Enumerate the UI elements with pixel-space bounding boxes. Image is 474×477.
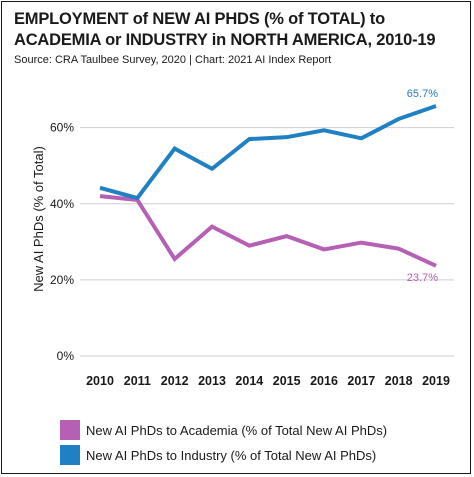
chart-title: EMPLOYMENT of NEW AI PHDS (% of TOTAL) t… [14, 10, 436, 49]
industry-line [99, 104, 437, 201]
line-chart: 0% 20% 40% 60% New AI PhDs (% of Total) 2010 2… [31, 88, 454, 388]
x-tick-label: 2017 [347, 374, 375, 388]
x-tick-label: 2019 [422, 374, 450, 388]
legend-swatch-academia [60, 420, 80, 440]
x-tick-label: 2013 [198, 374, 226, 388]
y-tick-label: 60% [50, 121, 74, 135]
x-tick-label: 2016 [310, 374, 338, 388]
x-tick-label: 2012 [161, 374, 189, 388]
industry-end-label: 65.7% [407, 88, 438, 100]
academia-end-label: 23.7% [407, 272, 438, 284]
y-tick-label: 20% [50, 273, 74, 287]
academia-line [99, 194, 437, 268]
legend-swatch-industry [60, 445, 80, 465]
x-tick-label: 2011 [124, 374, 151, 388]
x-tick-label: 2014 [235, 374, 263, 388]
y-tick-label: 40% [50, 197, 74, 211]
y-tick-label: 0% [57, 349, 75, 363]
y-axis-label: New AI PhDs (% of Total) [31, 146, 46, 292]
legend-item-academia: New AI PhDs to Academia (% of Total New … [60, 419, 387, 441]
legend-item-industry: New AI PhDs to Industry (% of Total New … [60, 444, 387, 466]
x-tick-label: 2018 [385, 374, 413, 388]
legend-label-academia: New AI PhDs to Academia (% of Total New … [86, 422, 388, 438]
chart-subtitle: Source: CRA Taulbee Survey, 2020 | Chart… [14, 54, 332, 66]
chart-legend: New AI PhDs to Academia (% of Total New … [60, 419, 387, 469]
x-tick-label: 2015 [273, 374, 301, 388]
x-tick-label: 2010 [86, 374, 114, 388]
legend-label-industry: New AI PhDs to Industry (% of Total New … [86, 447, 377, 463]
